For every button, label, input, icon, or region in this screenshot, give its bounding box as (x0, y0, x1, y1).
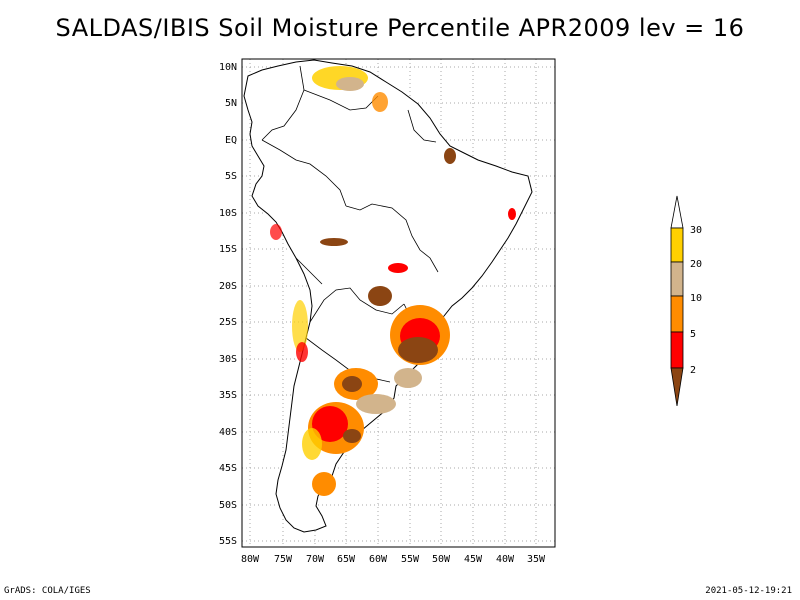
legend-label: 20 (690, 259, 702, 270)
lat-tick: 15S (219, 244, 237, 255)
lon-tick: 50W (432, 554, 451, 565)
patch-andes-red (296, 342, 308, 362)
patch-east-brazil (508, 208, 516, 220)
lat-tick: 25S (219, 317, 237, 328)
lat-tick: 5S (225, 171, 237, 182)
legend-label: 30 (690, 225, 702, 236)
lon-tick: 40W (496, 554, 515, 565)
lat-tick: 30S (219, 354, 237, 365)
patch-south-brazil-dry (398, 337, 438, 363)
lat-tick: 10S (219, 208, 237, 219)
legend-swatch-10to20 (670, 261, 684, 297)
lon-tick: 75W (274, 554, 293, 565)
map-title: SALDAS/IBIS Soil Moisture Percentile APR… (55, 14, 745, 42)
lon-tick: 65W (337, 554, 356, 565)
legend-swatch-above30 (670, 195, 684, 229)
patch-cerrado (320, 238, 348, 246)
patch-paraguay-red (388, 263, 408, 273)
longitude-axis: 80W 75W 70W 65W 60W 55W 50W 45W 40W 35W (241, 554, 546, 565)
patch-bolivia (368, 286, 392, 306)
moisture-patches (270, 66, 516, 496)
lon-tick: 80W (241, 554, 260, 565)
lat-tick: 45S (219, 463, 237, 474)
legend-swatch-20to30 (670, 227, 684, 263)
lon-tick: 60W (369, 554, 388, 565)
patch-andes-north (292, 300, 308, 352)
lon-tick: 45W (464, 554, 483, 565)
patch-pampas-brown (342, 376, 362, 392)
patch-south-patagonia (312, 472, 336, 496)
patch-patagonia-brown (343, 429, 361, 443)
legend-swatch-below2 (670, 367, 684, 407)
legend-label: 10 (690, 293, 702, 304)
patch-guyana (372, 92, 388, 112)
patch-buenos-aires-tan (356, 394, 396, 414)
legend-swatch-2to5 (670, 331, 684, 369)
patch-patagonia-yellow (302, 428, 322, 460)
lat-tick: 50S (219, 500, 237, 511)
lat-tick: 5N (225, 98, 237, 109)
lat-tick: 10N (219, 62, 237, 73)
patch-north-venezuela-tan (336, 77, 364, 91)
legend-swatch-5to10 (670, 295, 684, 333)
patch-patagonia-red (312, 406, 348, 442)
patch-peru (270, 224, 282, 240)
lat-tick: 20S (219, 281, 237, 292)
legend-colorbar (670, 195, 684, 407)
lon-tick: 70W (306, 554, 325, 565)
patch-amazon-north (444, 148, 456, 164)
lat-tick: 40S (219, 427, 237, 438)
legend-label: 2 (690, 365, 696, 376)
lon-tick: 55W (401, 554, 420, 565)
lat-tick: 55S (219, 536, 237, 547)
lat-tick: 35S (219, 390, 237, 401)
footer-timestamp: 2021-05-12-19:21 (705, 586, 792, 596)
footer-credit: GrADS: COLA/IGES (4, 586, 91, 596)
latitude-axis: 10N 5N EQ 5S 10S 15S 20S 25S 30S 35S 40S… (219, 62, 237, 547)
legend-labels: 30 20 10 5 2 (690, 225, 702, 376)
lat-tick: EQ (225, 135, 237, 146)
legend-label: 5 (690, 329, 696, 340)
plot-frame (241, 58, 556, 548)
lon-tick: 35W (527, 554, 546, 565)
patch-uruguay (394, 368, 422, 388)
